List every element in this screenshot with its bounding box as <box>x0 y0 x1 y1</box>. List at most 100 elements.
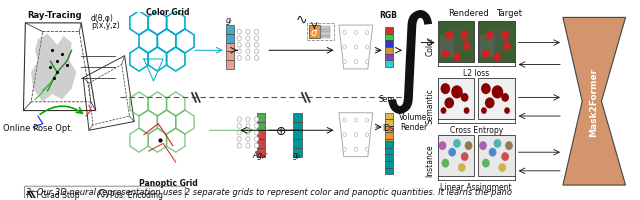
Circle shape <box>246 50 250 55</box>
Circle shape <box>365 60 369 64</box>
Circle shape <box>255 37 259 41</box>
Circle shape <box>440 108 446 114</box>
Circle shape <box>246 37 250 41</box>
Circle shape <box>246 30 250 35</box>
Text: gᵣ: gᵣ <box>226 16 233 25</box>
Text: p(x,y,z): p(x,y,z) <box>91 21 120 30</box>
Bar <box>478 78 515 120</box>
Circle shape <box>255 124 259 129</box>
Bar <box>385 168 394 174</box>
Bar <box>226 52 234 61</box>
Circle shape <box>246 143 250 148</box>
Circle shape <box>343 148 346 151</box>
Circle shape <box>237 137 241 142</box>
Polygon shape <box>31 35 76 102</box>
Bar <box>307 24 333 41</box>
Circle shape <box>481 108 487 114</box>
Circle shape <box>354 148 358 151</box>
Text: Target: Target <box>496 9 522 18</box>
Text: RGB: RGB <box>380 11 397 20</box>
Bar <box>385 126 394 133</box>
Circle shape <box>343 133 346 137</box>
Bar <box>28 191 37 199</box>
Bar <box>385 41 394 48</box>
Circle shape <box>451 86 463 99</box>
Bar <box>438 78 474 120</box>
Text: Linear Assingment: Linear Assingment <box>440 182 512 191</box>
Circle shape <box>255 130 259 135</box>
Circle shape <box>444 98 454 109</box>
Bar <box>480 36 495 58</box>
Text: Grad Stop: Grad Stop <box>41 190 79 199</box>
Circle shape <box>464 108 470 114</box>
Circle shape <box>246 56 250 61</box>
Circle shape <box>499 163 506 172</box>
Circle shape <box>482 159 490 168</box>
Text: Cross Entropy: Cross Entropy <box>450 125 503 134</box>
Circle shape <box>461 152 468 161</box>
Bar <box>257 122 265 131</box>
Circle shape <box>237 37 241 41</box>
Circle shape <box>343 118 346 122</box>
Circle shape <box>440 84 450 95</box>
Circle shape <box>365 133 369 137</box>
Circle shape <box>461 94 468 102</box>
Circle shape <box>445 31 453 40</box>
Bar <box>321 34 330 37</box>
Circle shape <box>246 43 250 48</box>
Circle shape <box>255 43 259 48</box>
Circle shape <box>354 31 358 35</box>
Bar <box>493 28 510 52</box>
Circle shape <box>365 46 369 50</box>
Circle shape <box>255 137 259 142</box>
Circle shape <box>481 84 491 95</box>
Bar <box>385 113 394 120</box>
Circle shape <box>237 130 241 135</box>
Bar <box>226 35 234 43</box>
Bar <box>385 61 394 67</box>
Bar <box>385 120 394 126</box>
Bar <box>293 139 302 148</box>
Circle shape <box>492 86 503 99</box>
Circle shape <box>465 142 472 150</box>
Text: Rendered: Rendered <box>448 9 489 18</box>
Circle shape <box>493 139 501 148</box>
Circle shape <box>237 143 241 148</box>
Bar <box>385 155 394 161</box>
Bar <box>321 37 330 39</box>
Bar <box>438 22 474 63</box>
Circle shape <box>354 60 358 64</box>
FancyBboxPatch shape <box>24 186 186 200</box>
Circle shape <box>442 159 449 168</box>
Circle shape <box>458 163 466 172</box>
Circle shape <box>237 43 241 48</box>
Bar <box>385 133 394 139</box>
Bar <box>478 22 515 63</box>
Circle shape <box>438 142 446 150</box>
Circle shape <box>505 142 513 150</box>
Bar <box>321 30 330 32</box>
Text: $\int$: $\int$ <box>381 8 433 116</box>
Bar <box>257 139 265 148</box>
Text: Instance: Instance <box>426 144 435 176</box>
Bar <box>226 26 234 35</box>
Circle shape <box>343 46 346 50</box>
Circle shape <box>237 124 241 129</box>
Circle shape <box>246 130 250 135</box>
Circle shape <box>237 117 241 122</box>
Circle shape <box>237 30 241 35</box>
Text: $\oplus$: $\oplus$ <box>275 124 286 137</box>
Polygon shape <box>563 18 625 185</box>
Circle shape <box>501 152 509 161</box>
Bar <box>478 135 515 176</box>
Bar <box>385 48 394 54</box>
Bar <box>385 142 394 148</box>
Bar <box>257 148 265 157</box>
Text: L2 loss: L2 loss <box>463 68 490 77</box>
Circle shape <box>365 148 369 151</box>
Circle shape <box>479 142 487 150</box>
Text: 3: Our 3D neural representation uses 2 separate grids to represent color and pan: 3: Our 3D neural representation uses 2 s… <box>26 187 513 196</box>
Circle shape <box>98 190 108 200</box>
Circle shape <box>246 124 250 129</box>
Text: $\sigma$: $\sigma$ <box>310 27 319 37</box>
